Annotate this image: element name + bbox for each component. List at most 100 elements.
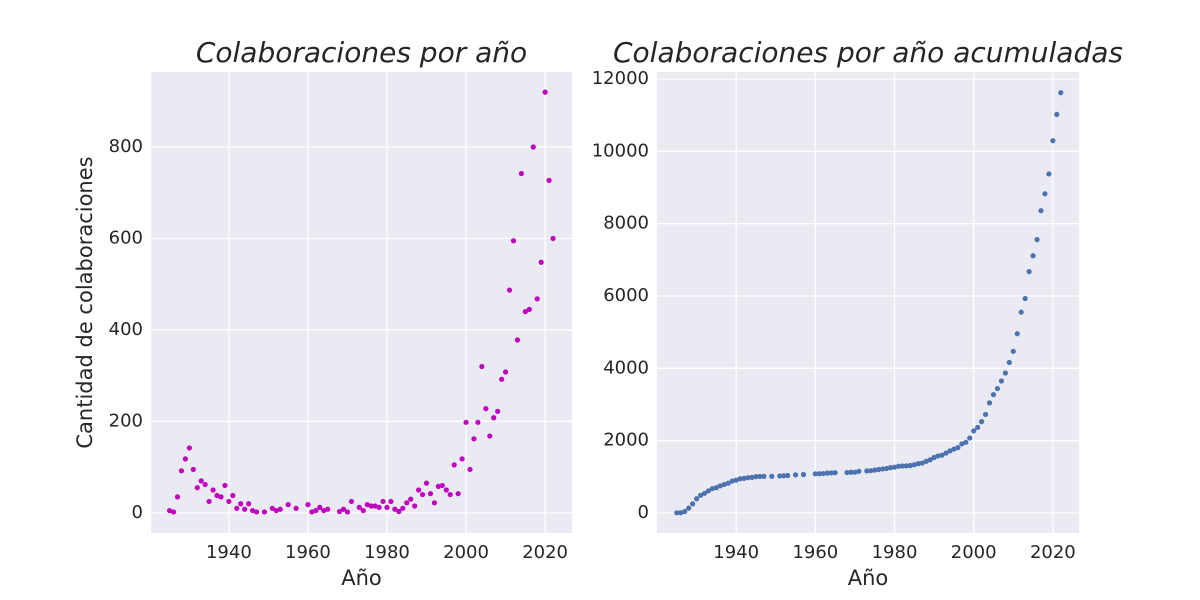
point (439, 482, 445, 489)
point (725, 480, 731, 486)
point (475, 419, 481, 425)
y-tick-label: 400 (109, 319, 143, 340)
point (396, 508, 402, 515)
point (526, 306, 532, 312)
point (832, 470, 838, 476)
point (1054, 111, 1060, 117)
x-tick-label: 1940 (713, 542, 759, 563)
point (812, 471, 818, 477)
point (364, 502, 370, 508)
point (546, 177, 552, 183)
y-tick-label: 12000 (592, 68, 649, 89)
point (269, 505, 275, 511)
point (733, 477, 739, 483)
point (998, 378, 1005, 384)
x-tick-label: 1960 (792, 542, 838, 563)
point (423, 480, 430, 486)
y-tick-label: 600 (109, 227, 143, 248)
point (230, 492, 236, 499)
point (927, 457, 933, 463)
y-tick-label: 0 (132, 502, 143, 523)
point (487, 433, 493, 439)
point (435, 483, 441, 489)
point (325, 506, 331, 512)
point (721, 481, 727, 488)
point (510, 238, 517, 244)
point (463, 419, 469, 425)
point (678, 510, 684, 516)
point (226, 498, 232, 505)
point (1022, 295, 1028, 302)
point (502, 369, 509, 375)
point (753, 474, 759, 480)
point (729, 478, 735, 484)
point (931, 454, 937, 461)
x-axis-label: Año (341, 566, 382, 590)
point (852, 469, 858, 475)
point (824, 470, 830, 476)
point (222, 482, 228, 489)
point (745, 475, 751, 481)
point (1046, 171, 1052, 177)
x-tick-label: 2020 (1030, 542, 1076, 563)
point (368, 503, 374, 509)
point (709, 485, 716, 492)
point (416, 487, 422, 493)
point (935, 453, 941, 459)
point (816, 471, 822, 477)
point (800, 471, 807, 478)
point (868, 468, 874, 474)
point (238, 501, 244, 507)
point (856, 468, 862, 474)
point (384, 504, 390, 510)
point (214, 492, 220, 499)
point (820, 470, 826, 477)
plot-area (151, 72, 572, 533)
point (206, 498, 212, 505)
point (285, 502, 291, 508)
point (951, 446, 957, 452)
point (293, 505, 299, 511)
point (1030, 253, 1036, 259)
point (693, 496, 700, 502)
point (479, 363, 485, 370)
point (986, 400, 993, 406)
y-tick-label: 10000 (592, 140, 649, 161)
point (506, 287, 513, 293)
point (313, 507, 319, 514)
point (321, 507, 327, 514)
point (990, 392, 997, 398)
point (705, 488, 712, 494)
point (210, 487, 216, 493)
point (522, 309, 528, 315)
point (249, 507, 256, 514)
point (785, 472, 791, 479)
y-tick-label: 6000 (603, 285, 649, 306)
point (178, 468, 185, 474)
point (277, 506, 283, 512)
point (340, 506, 347, 512)
point (344, 509, 351, 515)
point (194, 485, 200, 491)
point (376, 504, 382, 510)
point (864, 468, 870, 474)
point (915, 461, 921, 467)
y-tick-label: 800 (109, 136, 143, 157)
y-tick-label: 2000 (603, 430, 649, 451)
point (690, 501, 696, 507)
point (749, 474, 755, 480)
point (907, 462, 913, 469)
point (967, 435, 973, 441)
point (309, 509, 315, 515)
chart-title: Colaboraciones por año (196, 36, 527, 69)
point (427, 491, 434, 497)
point (234, 505, 240, 511)
x-tick-label: 1960 (285, 542, 331, 563)
point (471, 436, 477, 442)
point (412, 503, 418, 509)
point (1034, 237, 1040, 243)
point (404, 500, 410, 506)
point (400, 505, 406, 511)
point (848, 469, 854, 475)
point (979, 419, 985, 425)
